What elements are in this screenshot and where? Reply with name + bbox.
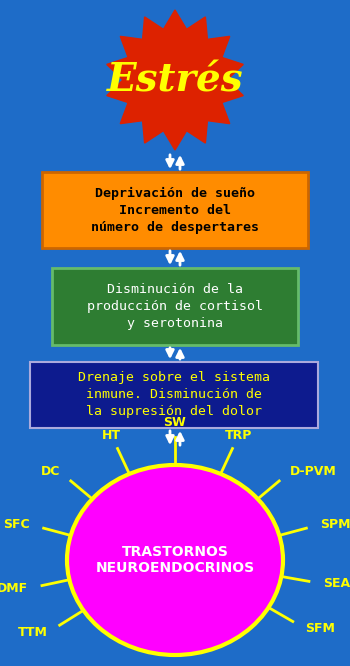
Text: D-PVM: D-PVM <box>290 466 337 478</box>
Text: SPM: SPM <box>320 518 350 531</box>
Text: DMF: DMF <box>0 582 28 595</box>
Text: SFM: SFM <box>305 622 335 635</box>
Text: Disminución de la
producción de cortisol
y serotonina: Disminución de la producción de cortisol… <box>87 283 263 330</box>
Text: DC: DC <box>41 466 60 478</box>
Text: TTM: TTM <box>18 626 48 639</box>
Polygon shape <box>107 10 243 150</box>
Ellipse shape <box>67 465 283 655</box>
FancyBboxPatch shape <box>42 172 308 248</box>
Text: SW: SW <box>163 416 186 430</box>
FancyBboxPatch shape <box>52 268 298 345</box>
FancyBboxPatch shape <box>30 362 318 428</box>
Text: SFC: SFC <box>4 518 30 531</box>
Text: TRASTORNOS
NEUROENDOCRINOS: TRASTORNOS NEUROENDOCRINOS <box>96 545 254 575</box>
Text: SEA: SEA <box>323 577 350 590</box>
Text: TRP: TRP <box>225 430 252 442</box>
Text: HT: HT <box>102 430 121 442</box>
Text: Deprivación de sueño
Incremento del
número de despertares: Deprivación de sueño Incremento del núme… <box>91 186 259 234</box>
Text: Estrés: Estrés <box>107 61 243 99</box>
Text: Drenaje sobre el sistema
inmune. Disminución de
la supresión del dolor: Drenaje sobre el sistema inmune. Disminu… <box>78 372 270 418</box>
